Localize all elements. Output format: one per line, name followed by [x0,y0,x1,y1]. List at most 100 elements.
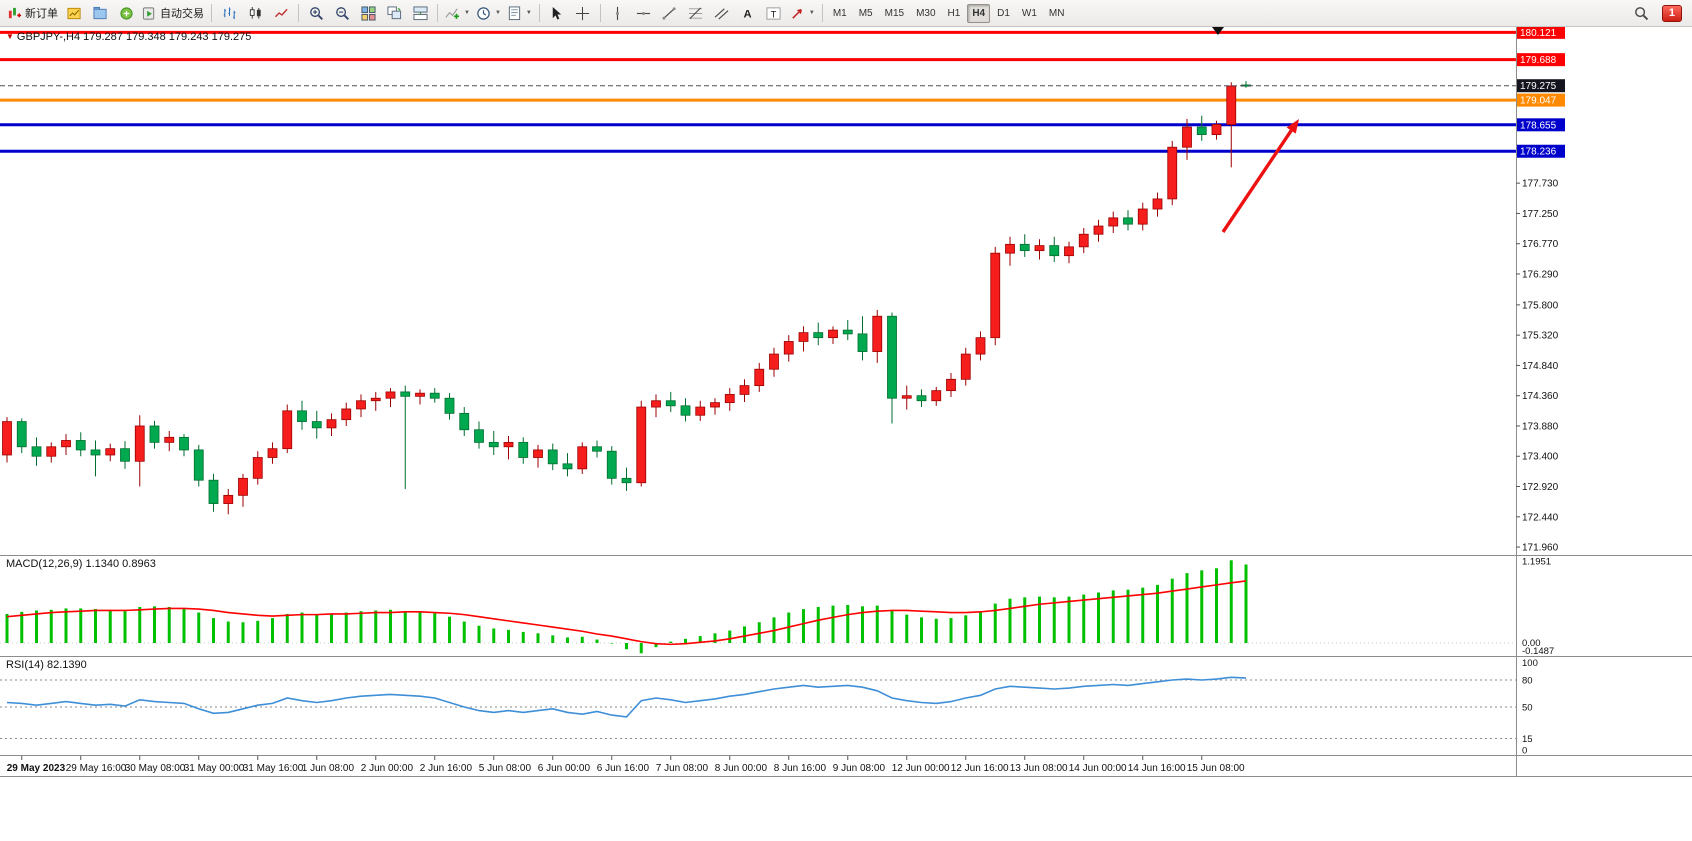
time-axis-label: 8 Jun 00:00 [715,763,768,774]
candle [975,331,986,361]
candle [1211,120,1222,140]
timeframe-w1-button[interactable]: W1 [1021,7,1037,19]
candle [518,437,529,464]
macd-histogram-bar [890,610,894,643]
macd-histogram-bar [167,607,171,643]
price-level-label: 178.655 [1517,118,1565,132]
right-tools [1629,1,1655,25]
autotrading-button[interactable]: 自动交易 [139,1,207,25]
indicators-icon [445,6,460,21]
macd-label: MACD(12,26,9) 1.1340 0.8963 [6,558,156,570]
svg-text:179.047: 179.047 [1520,96,1557,107]
metaeditor-button[interactable] [113,1,139,25]
line-chart-button[interactable] [268,1,294,25]
rsi-axis-tick: 0 [1522,746,1527,757]
bar-chart-button[interactable] [216,1,242,25]
candle [680,398,691,422]
candle [1241,81,1251,88]
candle [400,385,411,490]
macd-histogram-bar [492,628,496,643]
price-axis-tick: 177.730 [1522,179,1559,190]
timeframe-h1-button[interactable]: H1 [947,7,961,19]
macd-histogram-bar [536,633,540,643]
candle [710,398,720,415]
candle [946,372,956,397]
search-button[interactable] [1629,1,1655,25]
timeframe-h4-button[interactable]: H4 [967,3,991,23]
time-axis-label: 8 Jun 16:00 [774,763,827,774]
profiles-button[interactable] [87,1,113,25]
macd-histogram-bar [1038,596,1041,643]
zoom-out-icon [335,6,350,21]
macd-histogram-bar [5,613,9,643]
time-axis-label: 5 Jun 08:00 [479,763,532,774]
candle [429,388,440,403]
macd-histogram-bar [212,618,215,643]
macd-histogram-bar [728,630,732,643]
arrow-objects-button[interactable]: ▼ [787,1,818,25]
timeframe-m30-button[interactable]: M30 [916,7,936,19]
rsi-label: RSI(14) 82.1390 [6,659,87,671]
tile-windows-button[interactable] [355,1,381,25]
timeframe-m1-button[interactable]: M1 [832,7,847,19]
time-axis-label: 13 Jun 08:00 [1010,763,1068,774]
text-label-button[interactable]: T [761,1,787,25]
trendline-button[interactable] [657,1,683,25]
down-triangle-marker[interactable] [1212,27,1224,35]
cascade-windows-button[interactable] [381,1,407,25]
new-chart-button[interactable] [61,1,87,25]
macd-histogram-bar [64,608,68,643]
zoom-in-button[interactable] [303,1,329,25]
candle [783,335,794,362]
macd-histogram-bar [654,643,658,648]
timeframe-mn-button[interactable]: MN [1048,7,1065,19]
text-label-icon: T [766,6,781,21]
notification-badge[interactable]: 1 [1661,4,1682,22]
cursor-button[interactable] [544,1,570,25]
templates-button[interactable]: ▼ [504,1,535,25]
time-axis-label: 2 Jun 16:00 [420,763,473,774]
new-order-button[interactable]: 新订单 [4,1,61,25]
candlestick-chart-button[interactable] [242,1,268,25]
crosshair-button[interactable] [570,1,596,25]
candle [179,434,189,457]
time-axis-label: 29 May 2023 [7,763,66,774]
macd-histogram-bar [684,638,687,643]
macd-histogram-bar [551,635,555,643]
horizontal-line-icon [636,6,651,21]
candle [1093,219,1104,242]
candle [621,467,632,491]
candle [252,451,263,485]
candle [842,320,853,341]
zoom-out-button[interactable] [329,1,355,25]
candle [1226,82,1237,168]
macd-histogram-bar [1126,589,1130,643]
arrange-windows-button[interactable] [407,1,433,25]
candle [120,441,130,469]
horizontal-line-button[interactable] [631,1,657,25]
timeframe-m15-button[interactable]: M15 [884,7,905,19]
toolbar-separator [437,4,438,22]
vertical-line-button[interactable] [605,1,631,25]
macd-histogram-bar [979,611,982,643]
equidistant-channel-button[interactable] [709,1,735,25]
timeframe-m5-button[interactable]: M5 [858,7,873,19]
symbol-ohlc-text: GBPJPY-,H4 179.287 179.348 179.243 179.2… [16,31,252,43]
time-axis-label: 2 Jun 00:00 [361,763,414,774]
indicators-button[interactable]: ▼ [442,1,473,25]
svg-text:179.688: 179.688 [1520,55,1557,66]
toolbar-separator [599,4,601,22]
timeframe-d1-button[interactable]: D1 [997,7,1010,19]
fibonacci-button[interactable] [683,1,709,25]
text-button[interactable]: A [735,1,761,25]
candle [61,434,71,455]
macd-histogram-bar [743,626,746,643]
candle [488,431,499,455]
trend-arrow-annotation[interactable] [1221,119,1299,233]
periods-button[interactable]: ▼ [473,1,504,25]
candle [223,489,234,515]
candle [547,443,558,471]
candle [769,347,779,377]
candle [651,394,661,418]
